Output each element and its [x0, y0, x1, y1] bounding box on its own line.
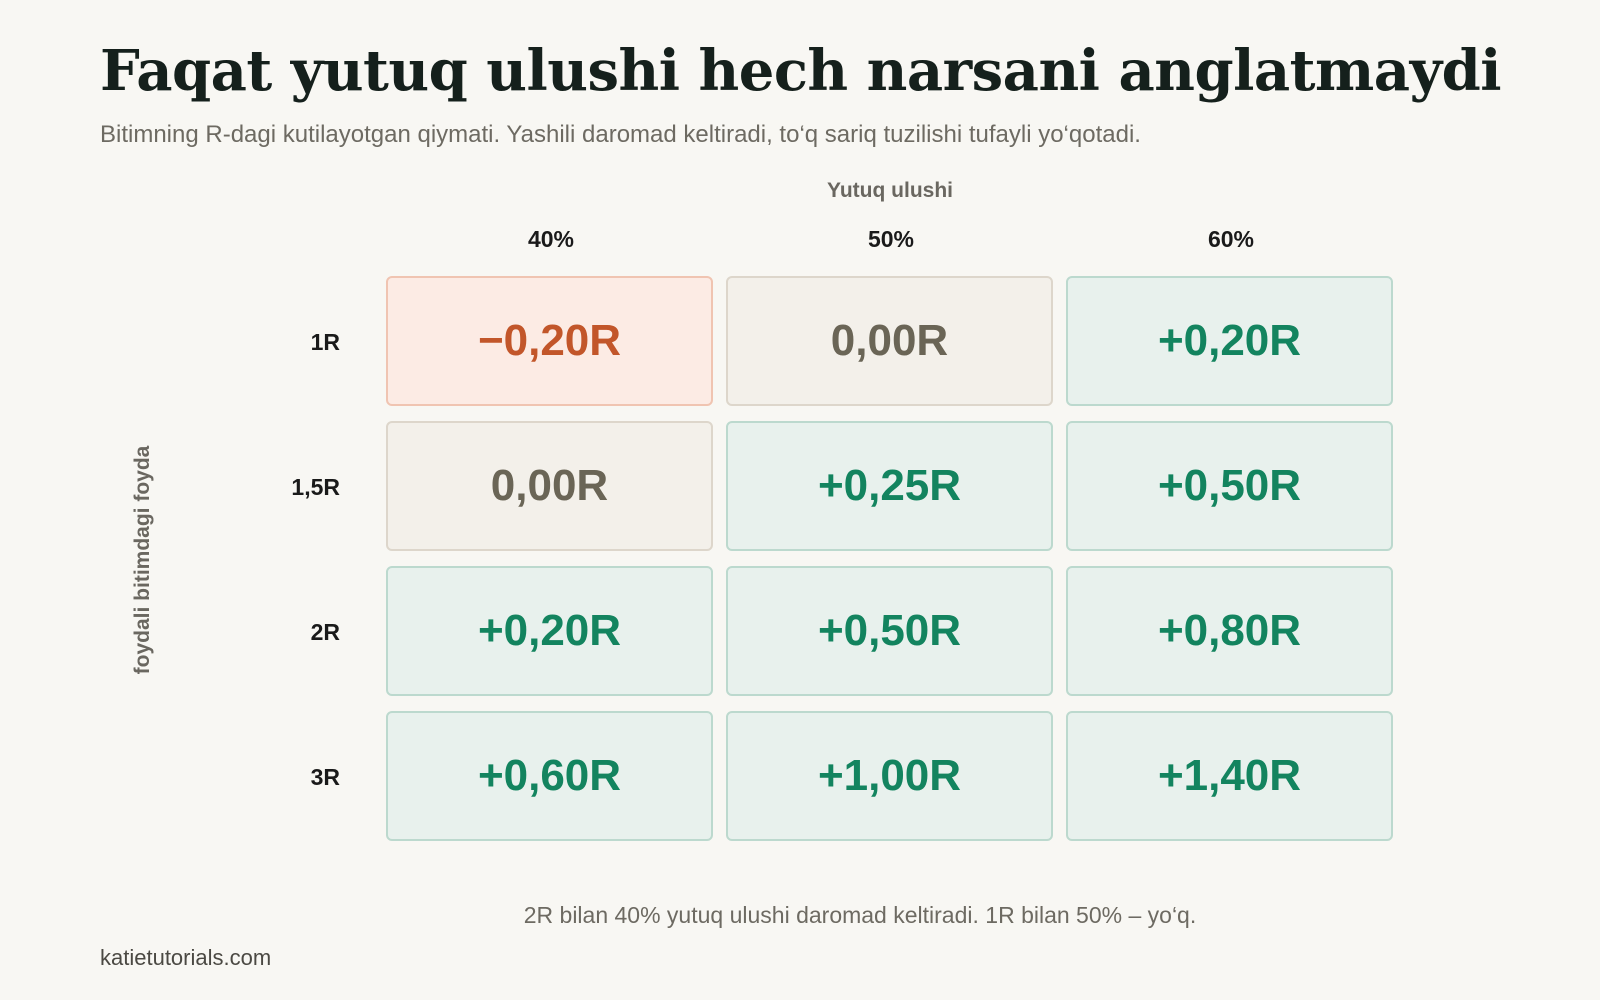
heatmap-cell: −0,20R [386, 276, 713, 406]
heatmap-cell: +0,20R [386, 566, 713, 696]
chart-subtitle: Bitimning R-dagi kutilayotgan qiymati. Y… [100, 121, 1141, 148]
heatmap-cell: +1,40R [1066, 711, 1393, 841]
column-label: 40% [527, 226, 575, 252]
heatmap-cell: +0,20R [1066, 276, 1393, 406]
heatmap-cell: +0,50R [1066, 421, 1393, 551]
row-label: 3R [310, 764, 340, 790]
heatmap-cell: +0,60R [386, 711, 713, 841]
column-label: 60% [1207, 226, 1255, 252]
row-label: 1R [310, 329, 340, 355]
chart-title: Faqat yutuq ulushi hech narsani anglatma… [100, 38, 1502, 104]
heatmap-cell: +0,50R [726, 566, 1053, 696]
y-axis-label: foydali bitimdagi foyda [131, 445, 154, 675]
heatmap-cell: 0,00R [386, 421, 713, 551]
column-label: 50% [867, 226, 915, 252]
heatmap-cell: +0,80R [1066, 566, 1393, 696]
heatmap-cell: +0,25R [726, 421, 1053, 551]
heatmap-cell: 0,00R [726, 276, 1053, 406]
footnote: 2R bilan 40% yutuq ulushi daromad keltir… [523, 902, 1197, 928]
row-label: 1,5R [291, 474, 340, 500]
heatmap-cell: +1,00R [726, 711, 1053, 841]
x-axis-label: Yutuq ulushi [827, 179, 953, 202]
source-credit: katietutorials.com [100, 945, 272, 970]
row-label: 2R [310, 619, 340, 645]
